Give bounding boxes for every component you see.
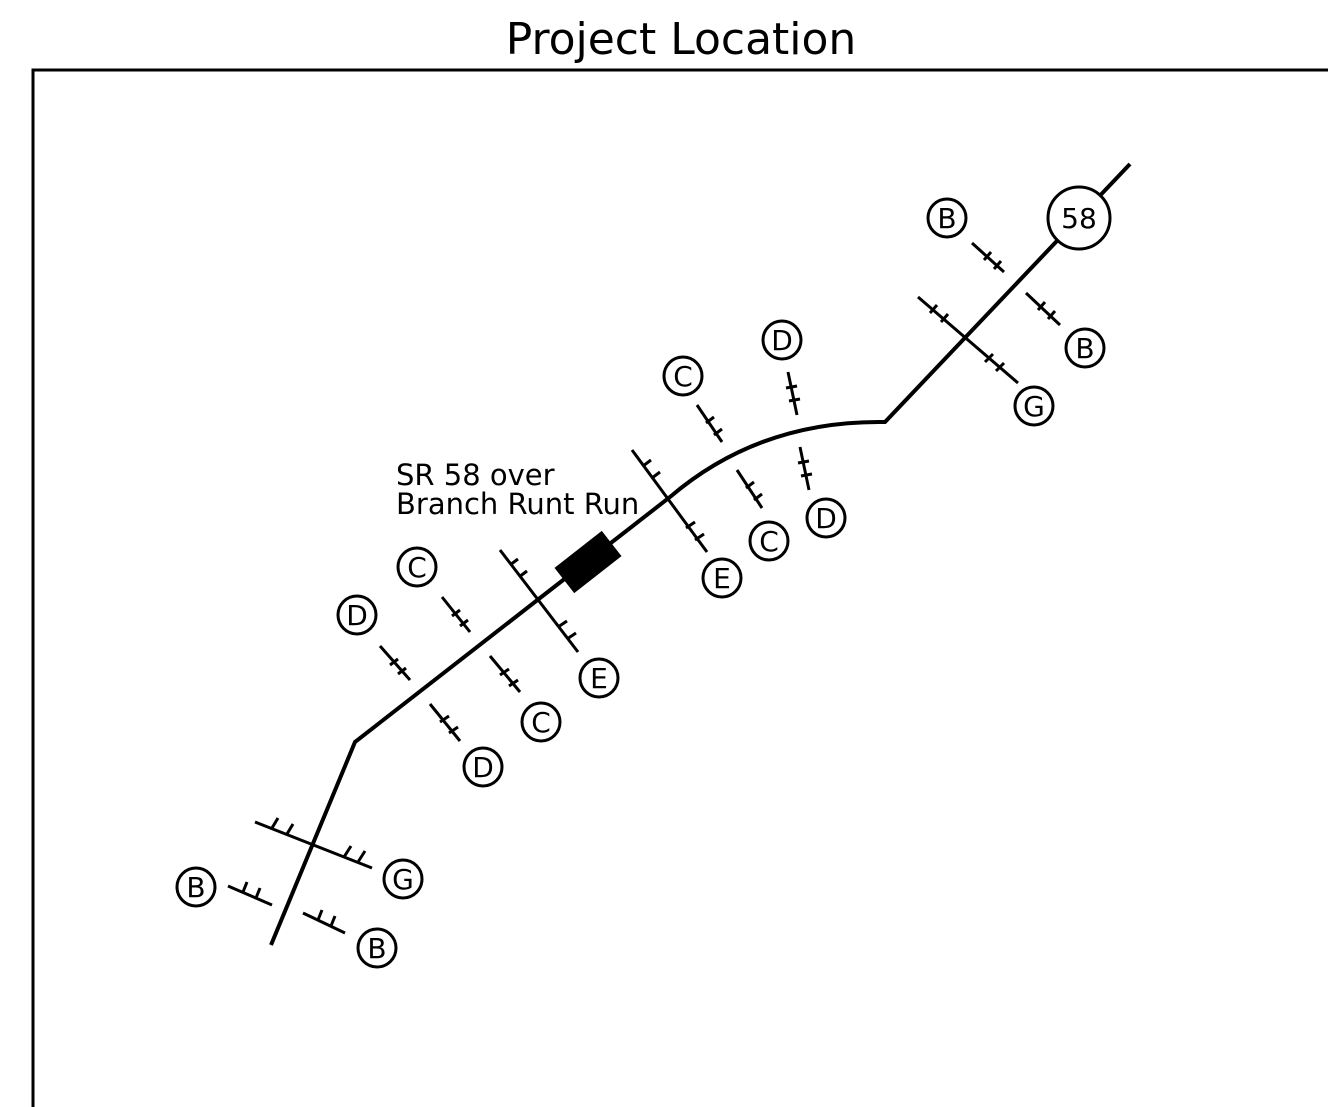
project-label-line2: Branch Runt Run: [396, 487, 639, 521]
label-c-1: C: [407, 551, 427, 584]
route-shield-number: 58: [1061, 202, 1097, 235]
label-b-left: B: [186, 871, 205, 904]
map-frame: [31, 68, 1328, 1107]
sr58-route-line: [269, 162, 1132, 946]
label-b-lower: B: [367, 932, 386, 965]
label-d-1: D: [346, 599, 368, 632]
bridge-symbol: [554, 530, 622, 594]
map-title: Project Location: [505, 14, 857, 65]
label-b-upper-left: B: [937, 202, 956, 235]
label-c-2: C: [531, 706, 551, 739]
label-d-4: D: [815, 502, 837, 535]
label-d-2: D: [472, 751, 494, 784]
project-label-line1: SR 58 over: [396, 458, 555, 492]
label-e-2: E: [713, 562, 731, 595]
route-shield-circle: [1046, 185, 1112, 251]
crossroad-marks: [227, 241, 1062, 935]
label-c-3: C: [673, 360, 693, 393]
label-d-3: D: [771, 324, 793, 357]
label-c-4: C: [759, 525, 779, 558]
label-g-lower: G: [392, 863, 414, 896]
label-b-upper-right: B: [1075, 332, 1094, 365]
label-circles: [175, 197, 1106, 969]
label-g-upper: G: [1023, 390, 1045, 423]
label-e-1: E: [590, 662, 608, 695]
